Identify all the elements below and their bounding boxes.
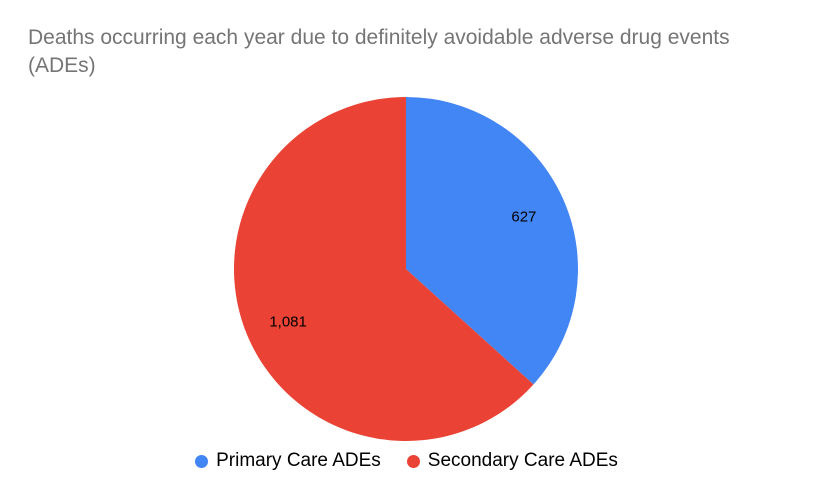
legend-label-secondary-care-ades: Secondary Care ADEs xyxy=(427,450,618,471)
pie-slice-secondary-care-ades[interactable] xyxy=(234,97,534,441)
slice-value-label-primary-care-ades: 627 xyxy=(511,209,536,226)
chart-title: Deaths occurring each year due to defini… xyxy=(28,26,730,77)
chart-legend: Primary Care ADEs Secondary Care ADEs xyxy=(0,449,813,473)
legend-item-primary-care-ades[interactable]: Primary Care ADEs xyxy=(195,450,381,472)
legend-color-dot-primary-care-ades xyxy=(195,454,209,468)
pie-slice-primary-care-ades[interactable] xyxy=(406,97,578,385)
legend-label-primary-care-ades: Primary Care ADEs xyxy=(216,450,381,471)
legend-item-secondary-care-ades[interactable]: Secondary Care ADEs xyxy=(406,450,618,472)
slice-value-label-secondary-care-ades: 1,081 xyxy=(269,313,307,330)
pie-chart: 627 1,081 xyxy=(234,97,578,441)
legend-color-dot-secondary-care-ades xyxy=(406,454,420,468)
